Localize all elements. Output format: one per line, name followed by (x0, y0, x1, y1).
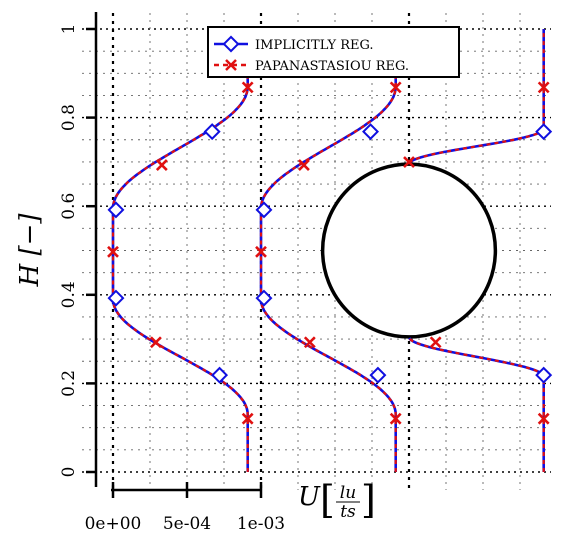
y-axis-label: H [−] (15, 213, 45, 288)
papanastasiou-reg-cross-marker (403, 156, 415, 168)
cross-stroke (303, 336, 316, 349)
cross-stroke (241, 412, 254, 425)
x-axis-label-denominator: ts (340, 502, 356, 522)
papanastasiou-reg-cross-marker (303, 336, 316, 349)
implicit-reg-diamond-marker (255, 289, 273, 307)
papanastasiou-reg-cross-marker (429, 336, 442, 349)
x-axis-label-symbol: U (298, 482, 321, 512)
papanastasiou-reg-curve (408, 337, 545, 472)
implicit-reg-diamond-marker (535, 123, 553, 141)
papanastasiou-reg-cross-marker (241, 412, 254, 425)
axes: 0 0.2 0.4 0.6 0.8 1 0e+00 5e-04 1e-03 (59, 12, 285, 534)
x-tick-label: 1e-03 (237, 514, 285, 534)
y-tick-label: 0.8 (59, 104, 79, 131)
legend-box (207, 26, 460, 78)
cross-stroke (298, 159, 310, 172)
cross-stroke (255, 245, 267, 258)
papanastasiou-reg-cross-marker (389, 412, 402, 425)
implicit-reg-diamond-marker (369, 366, 387, 384)
cross-stroke (389, 81, 402, 94)
papanastasiou-reg-cross-marker (537, 81, 550, 94)
cross-stroke (403, 156, 415, 168)
papanastasiou-reg-cross-marker (155, 159, 168, 172)
legend-papanastasiou-marker (225, 59, 237, 71)
papanastasiou-reg-cross-marker (150, 336, 162, 349)
implicit-reg-diamond-marker (107, 201, 125, 219)
cross-stroke (107, 245, 119, 258)
x-tick-label: 5e-04 (163, 514, 211, 534)
x-tick-label: 0e+00 (85, 514, 142, 534)
cross-stroke (537, 81, 550, 94)
cross-stroke (429, 336, 442, 349)
implicit-reg-diamond-marker (362, 123, 380, 141)
cross-stroke (155, 159, 168, 172)
y-tick-label: 1 (59, 24, 79, 35)
papanastasiou-reg-cross-marker (255, 245, 267, 258)
y-tick-label: 0.2 (59, 370, 79, 397)
legend-implicit-marker (222, 35, 240, 53)
papanastasiou-reg-cross-marker (389, 81, 402, 94)
papanastasiou-reg-cross-marker (298, 159, 310, 172)
legend-papanastasiou-label: PAPANASTASIOU REG. (255, 59, 409, 74)
y-tick-label: 0.4 (59, 281, 79, 308)
papanastasiou-reg-cross-marker (107, 245, 119, 258)
cross-stroke (241, 81, 254, 94)
implicit-reg-diamond-marker (107, 289, 125, 307)
x-axis-label: U [ lu ts ] (298, 478, 376, 522)
x-axis-label-numerator: lu (340, 483, 356, 503)
series-markers (107, 81, 553, 425)
implicit-reg-diamond-marker (255, 201, 273, 219)
cross-stroke (389, 412, 402, 425)
implicit-reg-diamond-marker (203, 123, 221, 141)
legend-implicit-label: IMPLICITLY REG. (255, 38, 374, 53)
implicit-reg-diamond-marker (535, 366, 553, 384)
cross-stroke (150, 336, 162, 349)
papanastasiou-reg-cross-marker (537, 412, 550, 425)
y-axis-label-text: H [−] (15, 213, 45, 288)
cylinder-obstacle (320, 162, 498, 339)
y-tick-label: 0 (59, 467, 79, 478)
papanastasiou-reg-curve (408, 29, 545, 164)
cross-stroke (537, 412, 550, 425)
y-tick-label: 0.6 (59, 193, 79, 220)
implicit-reg-curve (408, 337, 545, 472)
x-axis-label-close-bracket: ] (361, 478, 376, 522)
x-axis-label-open-bracket: [ (320, 478, 335, 522)
implicit-reg-diamond-marker (211, 366, 229, 384)
legend: IMPLICITLY REG. PAPANASTASIOU REG. (207, 26, 460, 78)
papanastasiou-reg-cross-marker (241, 81, 254, 94)
